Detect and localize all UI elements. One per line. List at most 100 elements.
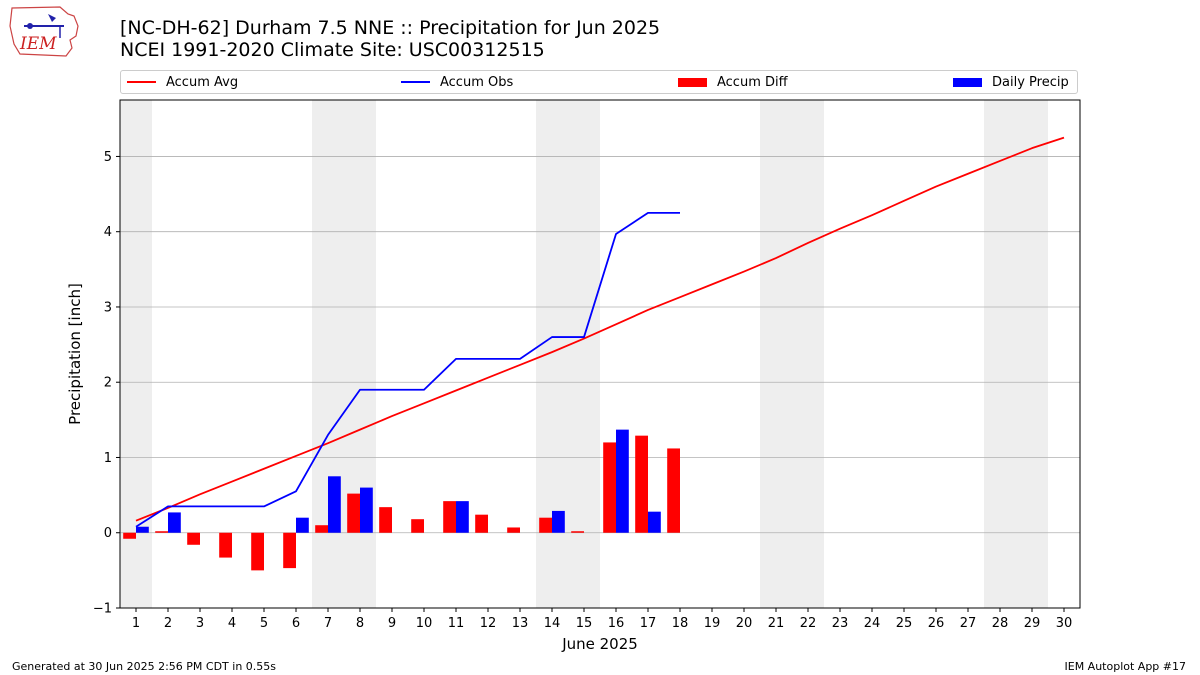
- x-tick-label-26: 26: [928, 616, 945, 631]
- title-line-2: NCEI 1991-2020 Climate Site: USC00312515: [120, 39, 545, 61]
- bars: [123, 429, 680, 571]
- x-tick-label-1: 1: [132, 616, 140, 631]
- legend-swatch-accum-avg: [127, 81, 156, 83]
- x-tick-label-5: 5: [260, 616, 268, 631]
- bar-daily-precip-day-14: [552, 510, 565, 533]
- x-axis-ticks: 1 2 3 4 5 6 7 8 9 10 11 12 13 14 15 16 17 18 19 20 21 22 23 24 2…: [132, 608, 1072, 631]
- x-tick-label-6: 6: [292, 616, 300, 631]
- x-tick-label-13: 13: [512, 616, 529, 631]
- legend-item-daily-precip: Daily Precip: [953, 71, 1069, 93]
- x-tick-label-30: 30: [1056, 616, 1073, 631]
- app-note: IEM Autoplot App #17: [1064, 660, 1187, 673]
- line-accum-obs: [135, 211, 680, 528]
- legend-label-accum-diff: Accum Diff: [717, 74, 788, 90]
- y-tick-label-1: 0: [104, 526, 112, 541]
- bar-accum-diff-day-7: [315, 525, 328, 533]
- x-tick-label-19: 19: [704, 616, 721, 631]
- y-tick-label-2: 1: [104, 451, 112, 466]
- bar-accum-diff-day-8: [347, 493, 360, 533]
- x-tick-label-27: 27: [960, 616, 977, 631]
- x-tick-label-12: 12: [480, 616, 497, 631]
- bar-daily-precip-day-7: [328, 476, 341, 533]
- x-tick-label-29: 29: [1024, 616, 1041, 631]
- y-tick-label-5: 4: [104, 225, 112, 240]
- x-tick-label-2: 2: [164, 616, 172, 631]
- lines: [135, 136, 1065, 528]
- x-tick-label-25: 25: [896, 616, 913, 631]
- x-tick-label-24: 24: [864, 616, 881, 631]
- legend-swatch-daily-precip: [953, 77, 982, 87]
- x-tick-label-21: 21: [768, 616, 785, 631]
- logo-text: IEM: [19, 34, 57, 54]
- legend-item-accum-diff: Accum Diff: [678, 71, 788, 93]
- bar-accum-diff-day-9: [379, 507, 392, 533]
- plot-frame: [119, 99, 1081, 609]
- bar-accum-diff-day-12: [475, 514, 488, 533]
- y-axis-ticks: −1 0 1 2 3 4 5: [93, 150, 120, 617]
- x-tick-label-10: 10: [416, 616, 433, 631]
- bar-accum-diff-day-4: [219, 532, 232, 558]
- legend-item-accum-avg: Accum Avg: [127, 71, 238, 93]
- x-tick-label-17: 17: [640, 616, 657, 631]
- bar-daily-precip-day-2: [168, 512, 181, 533]
- legend-label-daily-precip: Daily Precip: [992, 74, 1069, 90]
- bar-daily-precip-day-17: [648, 511, 661, 533]
- title-line-1: [NC-DH-62] Durham 7.5 NNE :: Precipitati…: [120, 17, 661, 39]
- x-tick-label-20: 20: [736, 616, 753, 631]
- bar-accum-diff-day-1: [123, 532, 136, 539]
- x-tick-label-15: 15: [576, 616, 593, 631]
- bar-accum-diff-day-18: [667, 448, 680, 533]
- bar-accum-diff-day-2: [155, 531, 168, 533]
- bar-accum-diff-day-5: [251, 532, 264, 571]
- legend-label-accum-obs: Accum Obs: [440, 74, 514, 90]
- y-tick-label-6: 5: [104, 150, 112, 165]
- bar-daily-precip-day-16: [616, 429, 629, 533]
- logo-outline-shape: [9, 6, 79, 57]
- bar-accum-diff-day-13: [507, 527, 520, 533]
- bar-accum-diff-day-11: [443, 501, 456, 533]
- x-tick-label-3: 3: [196, 616, 204, 631]
- y-tick-label-3: 2: [104, 376, 112, 391]
- logo-accent-flag: [48, 14, 56, 22]
- bar-daily-precip-day-1: [136, 526, 149, 533]
- bar-accum-diff-day-10: [411, 519, 424, 533]
- legend-item-accum-obs: Accum Obs: [401, 71, 513, 93]
- chart-title: [NC-DH-62] Durham 7.5 NNE :: Precipitati…: [120, 17, 660, 61]
- chart-legend: Accum Avg Accum Obs Accum Diff Daily Pre…: [120, 70, 1078, 94]
- x-tick-label-22: 22: [800, 616, 817, 631]
- logo-accent-dot: [27, 23, 33, 29]
- line-accum-avg: [135, 136, 1065, 522]
- x-tick-label-7: 7: [324, 616, 332, 631]
- x-tick-label-4: 4: [228, 616, 236, 631]
- legend-swatch-accum-obs: [401, 81, 430, 83]
- weekend-band-5: [984, 100, 1048, 608]
- generated-note: Generated at 30 Jun 2025 2:56 PM CDT in …: [12, 660, 277, 673]
- x-tick-label-11: 11: [448, 616, 465, 631]
- bar-accum-diff-day-15: [571, 531, 584, 533]
- bar-daily-precip-day-11: [456, 501, 469, 533]
- bar-accum-diff-day-16: [603, 442, 616, 533]
- legend-swatch-accum-diff: [678, 77, 707, 87]
- x-tick-label-28: 28: [992, 616, 1009, 631]
- weekend-band-4: [760, 100, 824, 608]
- x-tick-label-16: 16: [608, 616, 625, 631]
- y-tick-label-4: 3: [104, 300, 112, 315]
- x-axis-label: June 2025: [561, 635, 638, 653]
- x-tick-label-14: 14: [544, 616, 561, 631]
- bar-daily-precip-day-8: [360, 487, 373, 533]
- iem-logo: IEM: [9, 6, 79, 57]
- bar-accum-diff-day-3: [187, 532, 200, 545]
- legend-label-accum-avg: Accum Avg: [166, 74, 239, 90]
- bar-daily-precip-day-6: [296, 517, 309, 533]
- bar-accum-diff-day-17: [635, 435, 648, 533]
- x-tick-label-8: 8: [356, 616, 364, 631]
- x-tick-label-18: 18: [672, 616, 689, 631]
- weekend-band-1: [120, 100, 152, 608]
- x-tick-label-9: 9: [388, 616, 396, 631]
- x-tick-label-23: 23: [832, 616, 849, 631]
- y-axis-label: Precipitation [inch]: [66, 283, 84, 425]
- bar-accum-diff-day-14: [539, 517, 552, 533]
- bar-accum-diff-day-6: [283, 532, 296, 569]
- y-tick-label-0: −1: [93, 602, 112, 617]
